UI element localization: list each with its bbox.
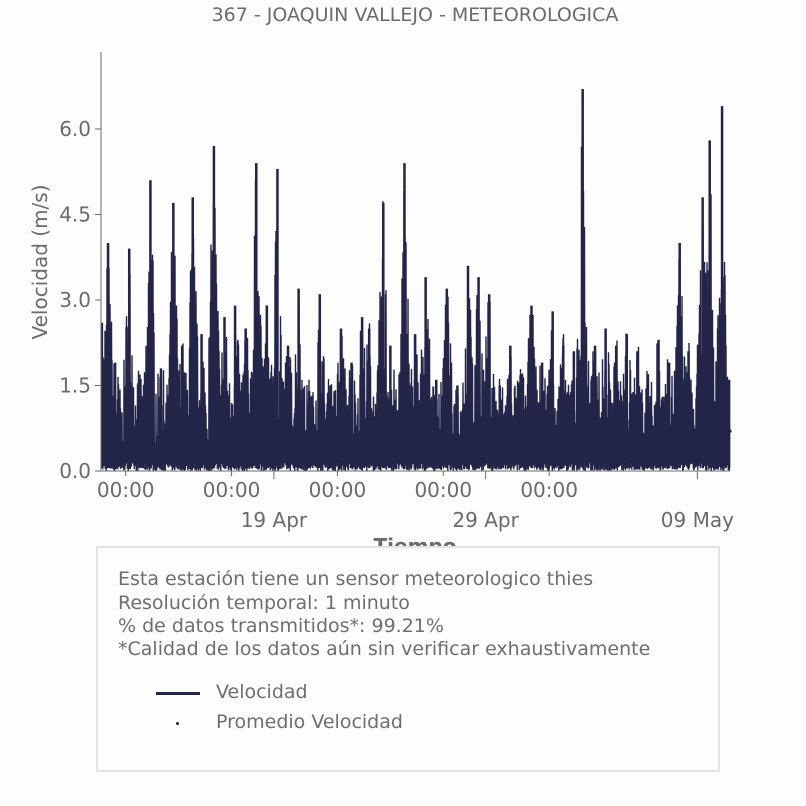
legend-label-promedio: Promedio Velocidad (216, 711, 403, 733)
legend-dot-swatch (176, 722, 179, 725)
promedio-velocidad-point (728, 429, 732, 433)
y-tick-label: 0.0 (59, 459, 91, 483)
legend-box: Esta estación tiene un sensor meteorolog… (96, 546, 720, 772)
info-transmitted: % de datos transmitidos*: 99.21% (118, 615, 444, 637)
x-tick-time-label: 00:00 (414, 478, 472, 502)
y-tick-label: 3.0 (59, 288, 91, 312)
chart-title: 367 - JOAQUIN VALLEJO - METEOROLOGICA (212, 4, 619, 26)
plot-area (100, 89, 732, 472)
info-sensor: Esta estación tiene un sensor meteorolog… (118, 568, 594, 590)
x-tick-date-label: 29 Apr (452, 508, 519, 532)
x-tick-date-label: 09 May (661, 508, 734, 532)
y-tick-label: 1.5 (59, 373, 91, 397)
y-axis-ticks: 0.0 1.5 3.0 4.5 6.0 (59, 117, 101, 483)
info-quality: *Calidad de los datos aún sin verificar … (118, 638, 651, 660)
y-axis-label: Velocidad (m/s) (28, 184, 52, 339)
x-tick-time-label: 00:00 (520, 478, 578, 502)
x-tick-date-label: 19 Apr (241, 508, 308, 532)
y-tick-label: 4.5 (59, 202, 91, 226)
legend-line-swatch (156, 692, 200, 695)
x-tick-time-label: 00:00 (203, 478, 261, 502)
info-resolution: Resolución temporal: 1 minuto (118, 592, 410, 614)
x-tick-time-label: 00:00 (97, 478, 155, 502)
legend-label-velocidad: Velocidad (216, 681, 308, 703)
y-tick-label: 6.0 (59, 117, 91, 141)
x-tick-time-label: 00:00 (309, 478, 367, 502)
